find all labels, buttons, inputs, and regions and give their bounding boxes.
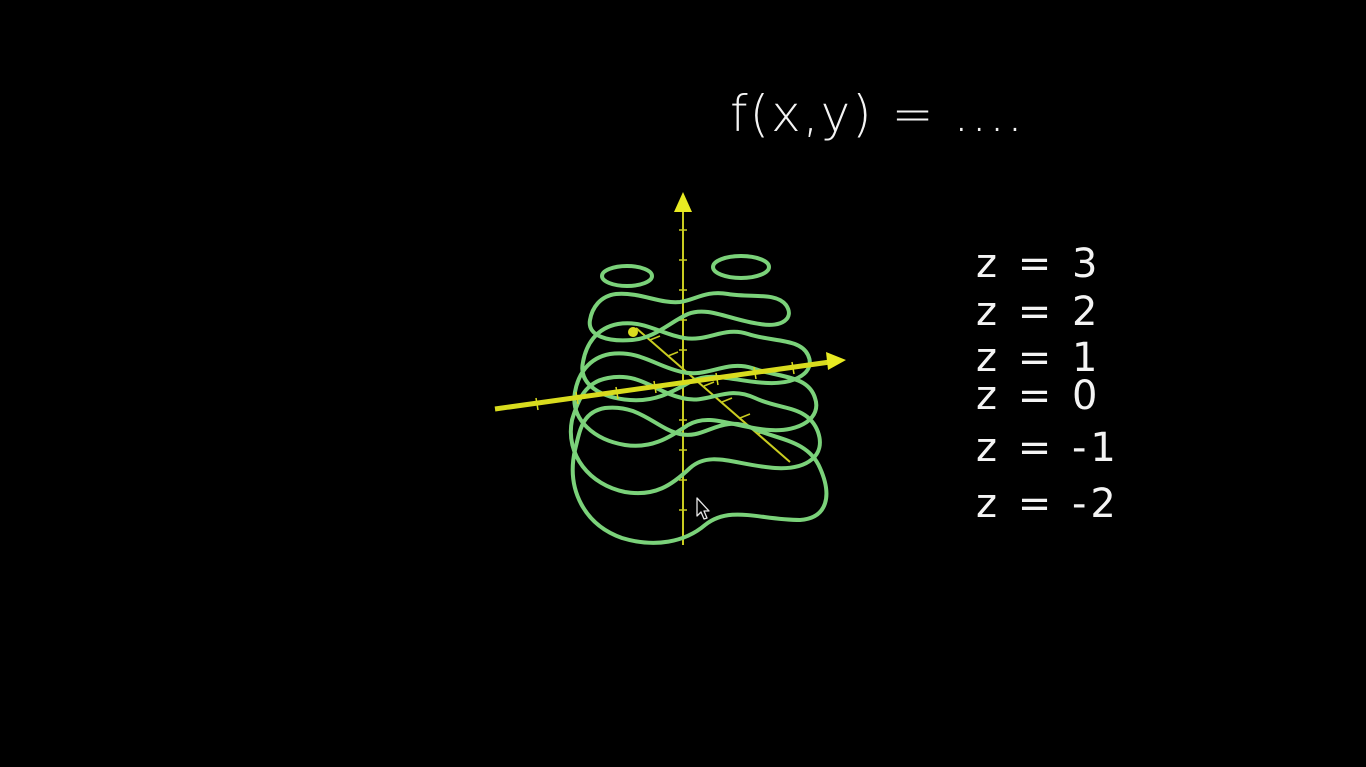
level-curve-z2 [587,291,791,343]
level-curves [568,254,829,545]
level-curve-zm1 [568,374,822,496]
level-label-z3: z = 3 [976,241,1102,287]
level-label-z0: z = 0 [976,373,1102,419]
x-axis-arrow [826,352,846,370]
level-label-z2: z = 2 [976,289,1102,335]
level-label-zm1: z = -1 [976,425,1120,471]
function-label: f(x,y) = .... [730,85,1025,143]
level-curve-z1 [580,321,812,403]
level-label-zm2: z = -2 [976,481,1120,527]
y-axis-ticks [649,335,769,435]
level-curve-z0 [572,351,819,448]
x-axis [494,359,831,412]
z-axis-arrow [674,192,692,212]
level-curve-zm2 [570,405,829,545]
level-label-z1: z = 1 [976,335,1102,381]
level-curve-z3-right [711,254,771,280]
point-marker [628,327,638,337]
mouse-pointer-icon [696,497,710,520]
x-axis-ticks [535,361,795,411]
level-curve-z3-left [600,264,654,288]
